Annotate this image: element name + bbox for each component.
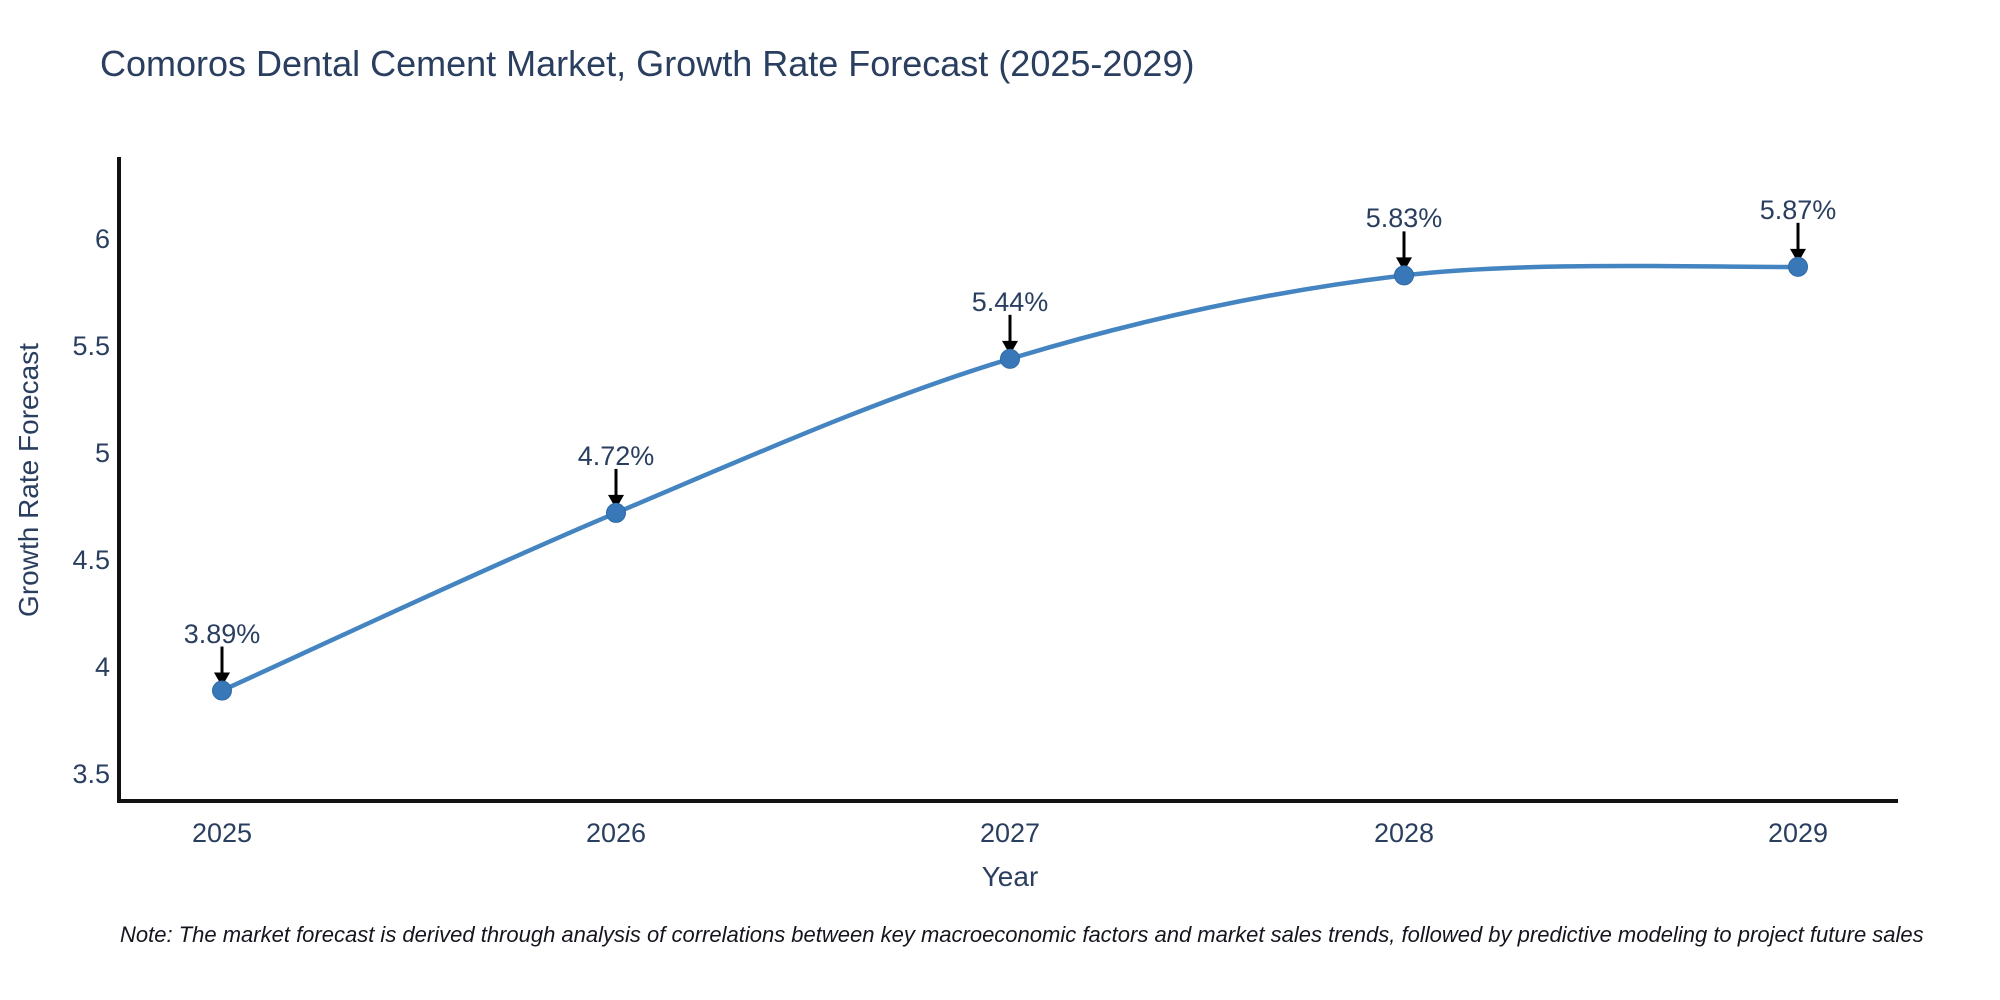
y-tick-label: 5.5: [72, 331, 110, 361]
x-tick-label: 2027: [979, 818, 1041, 848]
data-point-marker: [1394, 265, 1414, 286]
annotation-arrow-head: [608, 494, 624, 509]
y-tick-label: 6: [94, 224, 110, 254]
data-point-label: 5.83%: [1365, 203, 1443, 234]
x-tick-label: 2025: [191, 818, 253, 848]
x-tick-label: 2026: [585, 818, 647, 848]
y-tick-label: 4: [94, 652, 110, 682]
data-point-marker: [1788, 256, 1808, 277]
annotation-arrow-head: [1790, 248, 1806, 263]
data-point-marker: [212, 680, 232, 701]
data-point-label: 5.44%: [971, 286, 1049, 317]
y-axis-line: [117, 157, 121, 803]
data-markers-group: [212, 256, 1808, 701]
data-point-label: 5.87%: [1759, 194, 1837, 225]
x-tick-label: 2029: [1767, 818, 1829, 848]
data-point-label: 3.89%: [183, 618, 261, 649]
annotation-arrow-head: [214, 672, 230, 687]
annotation-arrow-head: [1002, 340, 1018, 355]
data-point-marker: [606, 502, 626, 523]
x-axis-title: Year: [981, 861, 1039, 892]
chart-title: Comoros Dental Cement Market, Growth Rat…: [100, 43, 1195, 84]
y-tick-label: 3.5: [72, 759, 110, 789]
annotation-arrow-head: [1396, 257, 1412, 272]
footnote: Note: The market forecast is derived thr…: [120, 922, 1924, 947]
x-axis-line: [117, 799, 1898, 803]
annotation-arrows-group: [214, 222, 1806, 687]
x-tick-label: 2028: [1373, 818, 1435, 848]
axes-spines: [117, 157, 1898, 803]
y-tick-label: 4.5: [72, 545, 110, 575]
data-point-label: 4.72%: [577, 440, 655, 471]
data-point-marker: [1000, 348, 1020, 369]
y-tick-label: 5: [94, 438, 110, 468]
y-axis-title: Growth Rate Forecast: [13, 343, 44, 617]
